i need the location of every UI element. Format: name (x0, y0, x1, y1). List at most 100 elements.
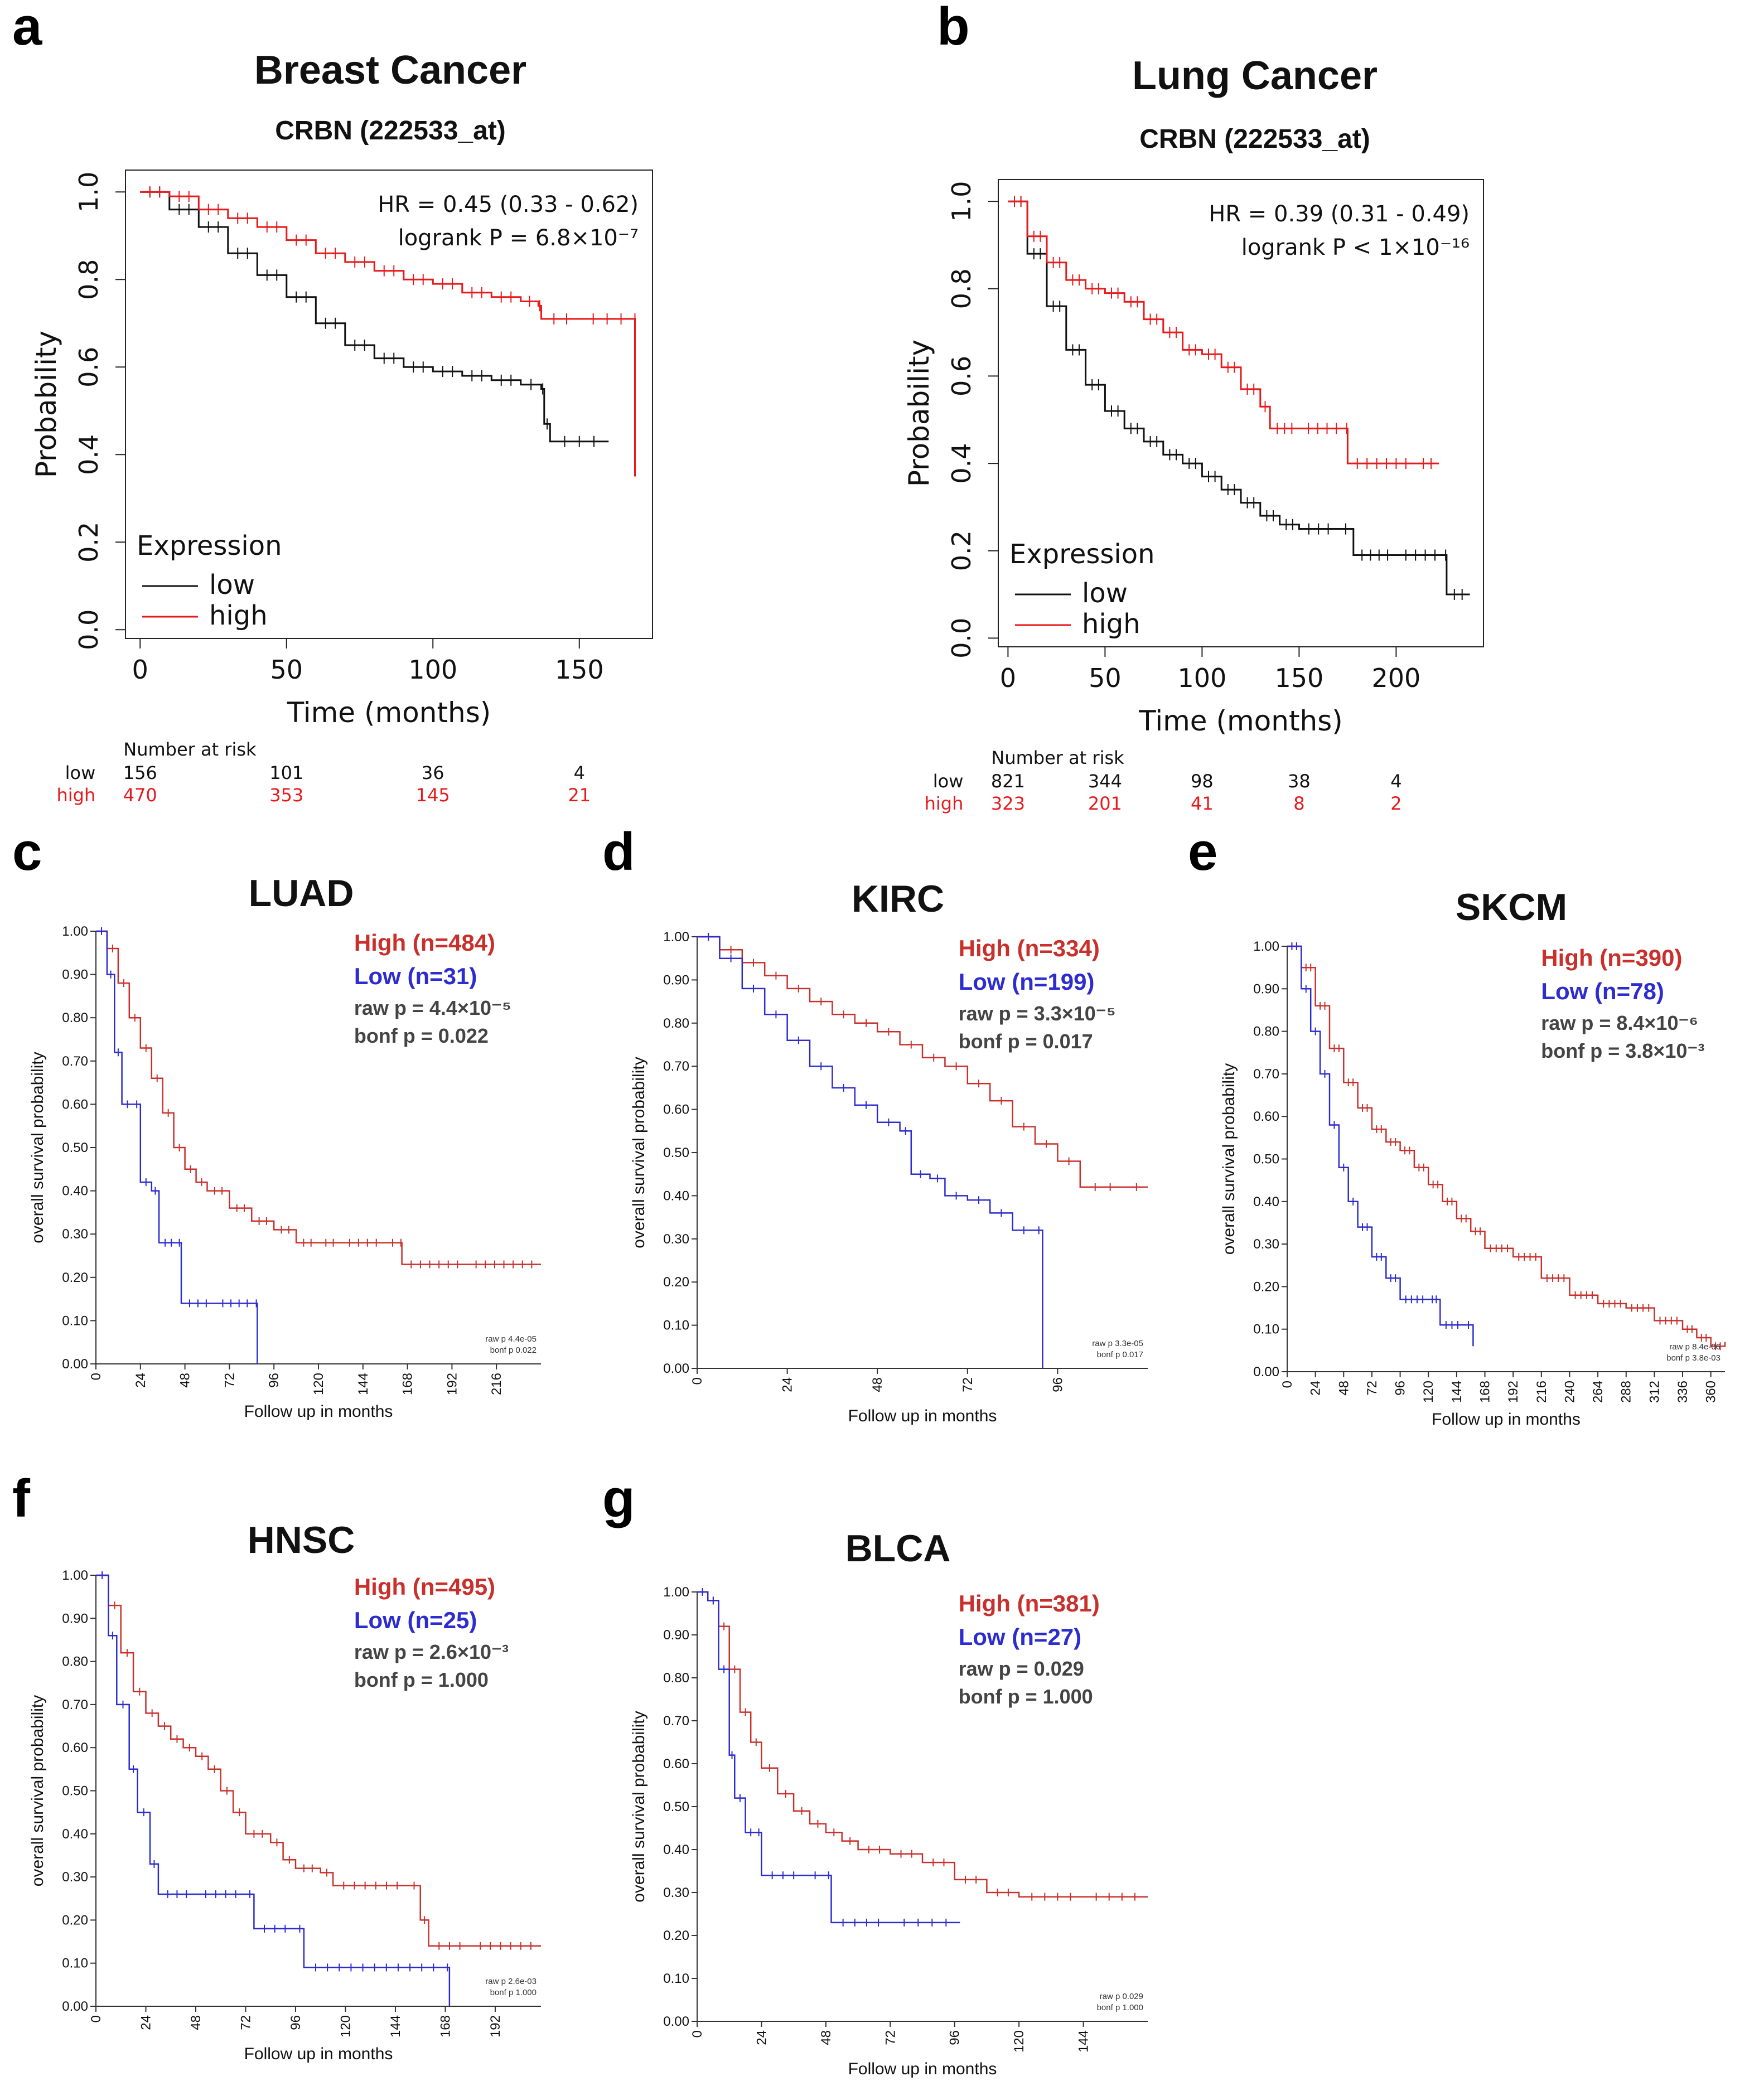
y-tick-label: 1.0 (74, 172, 104, 212)
x-tick-label: 72 (960, 1377, 975, 1392)
risk-value: 8 (1293, 793, 1304, 814)
x-tick-label: 120 (311, 1373, 326, 1395)
y-tick-label: 0.40 (663, 1188, 689, 1203)
y-tick-label: 0.00 (62, 1999, 88, 2014)
y-tick-label: 0.80 (1253, 1024, 1279, 1039)
y-tick-label: 1.00 (62, 924, 88, 939)
risk-value: 156 (123, 762, 157, 783)
y-tick-label: 0.0 (74, 609, 104, 650)
logrank-annotation: logrank P < 1×10⁻¹⁶ (1241, 235, 1470, 260)
risk-value: 21 (568, 785, 591, 806)
panel-e: e SKCM 0.00 0.10 0.20 0.30 0.40 0.50 0.60 0.70 0.8… (1188, 822, 1726, 1429)
x-axis-label: Follow up in months (1432, 1410, 1581, 1429)
x-tick-label: 0 (132, 655, 148, 685)
y-tick-label: 0.60 (663, 1102, 689, 1117)
series-line-high (1008, 200, 1439, 464)
x-tick-label: 96 (267, 1373, 282, 1388)
x-tick-label: 240 (1562, 1381, 1577, 1403)
x-tick-label: 0 (1000, 663, 1016, 693)
x-tick-label: 0 (690, 2030, 705, 2037)
y-tick-label: 0.30 (62, 1870, 88, 1885)
risk-value: 98 (1191, 771, 1214, 792)
x-tick-label: 0 (89, 2015, 104, 2022)
x-tick-label: 0 (1280, 1381, 1295, 1388)
risk-value: 38 (1288, 771, 1311, 792)
y-tick-label: 0.20 (62, 1270, 88, 1285)
y-tick-label: 0.10 (1253, 1322, 1279, 1337)
legend-high: High (n=381) (959, 1590, 1100, 1616)
raw-p-text: raw p = 3.3×10⁻⁵ (959, 1002, 1116, 1025)
y-tick-label: 0.70 (663, 1714, 689, 1729)
panel-letter-f: f (12, 1469, 31, 1528)
x-tick-label: 24 (754, 2030, 769, 2045)
y-tick-label: 0.40 (663, 1842, 689, 1857)
y-tick-label: 1.00 (62, 1568, 88, 1583)
chart-title: BLCA (845, 1527, 951, 1570)
y-tick-label: 0.20 (1253, 1279, 1279, 1294)
x-tick-label: 50 (1089, 663, 1122, 693)
y-tick-label: 0.80 (663, 1016, 689, 1031)
risk-value: 2 (1390, 793, 1401, 814)
y-tick-label: 0.50 (62, 1784, 88, 1799)
x-axis-label: Follow up in months (244, 1402, 393, 1421)
legend-title: Expression (1009, 539, 1155, 570)
x-tick-label: 48 (178, 1373, 193, 1388)
risk-value: 201 (1088, 793, 1122, 814)
y-tick-label: 1.00 (663, 1585, 689, 1600)
legend-label-low: low (1082, 578, 1128, 609)
corner-bonf-p: bonf p 1.000 (1097, 2003, 1143, 2012)
panel-letter-g: g (602, 1469, 635, 1528)
y-tick-label: 0.40 (62, 1184, 88, 1199)
risk-value: 41 (1191, 793, 1214, 814)
x-axis-label: Time (months) (287, 696, 491, 729)
corner-raw-p: raw p 0.029 (1100, 1992, 1143, 2001)
legend-low: Low (n=25) (354, 1607, 477, 1633)
x-tick-label: 192 (488, 2015, 503, 2037)
x-tick-label: 216 (489, 1373, 504, 1395)
y-tick-label: 0.90 (663, 972, 689, 988)
risk-value: 4 (1390, 771, 1401, 792)
x-tick-label: 24 (133, 1373, 148, 1388)
series-line-low (140, 191, 609, 443)
risk-value: 470 (123, 785, 157, 806)
y-axis-label: Probability (903, 340, 935, 487)
corner-raw-p: raw p 8.4e-06 (1669, 1342, 1720, 1352)
x-tick-label: 360 (1704, 1381, 1719, 1403)
risk-row-label-low: low (65, 762, 96, 783)
chart-title: Breast Cancer (254, 48, 526, 93)
chart-subtitle: CRBN (222533_at) (275, 116, 506, 146)
risk-value: 101 (269, 762, 303, 783)
y-tick-label: 0.30 (1253, 1237, 1279, 1252)
risk-value: 344 (1088, 771, 1122, 792)
x-axis-label: Follow up in months (848, 1407, 997, 1425)
logrank-annotation: logrank P = 6.8×10⁻⁷ (398, 225, 639, 251)
corner-bonf-p: bonf p 3.8e-03 (1666, 1353, 1720, 1363)
x-tick-label: 24 (138, 2015, 153, 2030)
y-tick-label: 0.70 (62, 1054, 88, 1069)
y-tick-label: 0.4 (74, 434, 104, 475)
hr-annotation: HR = 0.39 (0.31 - 0.49) (1209, 201, 1470, 227)
y-tick-label: 0.10 (663, 1318, 689, 1333)
x-tick-label: 48 (819, 2030, 834, 2045)
chart-subtitle: CRBN (222533_at) (1139, 124, 1370, 154)
risk-row-label-high: high (56, 785, 95, 806)
x-tick-label: 24 (1308, 1381, 1323, 1396)
y-tick-label: 0.80 (62, 1654, 88, 1669)
x-tick-label: 216 (1534, 1381, 1549, 1403)
y-tick-label: 0.8 (946, 268, 977, 309)
risk-row-label-low: low (933, 771, 964, 792)
risk-value: 323 (991, 793, 1025, 814)
x-tick-label: 72 (883, 2030, 898, 2045)
legend-high: High (n=390) (1541, 945, 1682, 971)
y-tick-label: 0.40 (1253, 1194, 1279, 1209)
y-tick-label: 0.60 (62, 1740, 88, 1755)
corner-bonf-p: bonf p 0.022 (490, 1346, 537, 1355)
y-axis-label: overall survival probability (1220, 1063, 1238, 1255)
y-tick-label: 0.00 (62, 1357, 88, 1372)
x-tick-label: 192 (444, 1373, 460, 1395)
risk-value: 36 (422, 762, 444, 783)
x-tick-label: 144 (388, 2015, 403, 2037)
y-tick-label: 0.4 (946, 443, 977, 483)
x-tick-label: 50 (270, 655, 303, 685)
chart-title: HNSC (248, 1519, 355, 1561)
